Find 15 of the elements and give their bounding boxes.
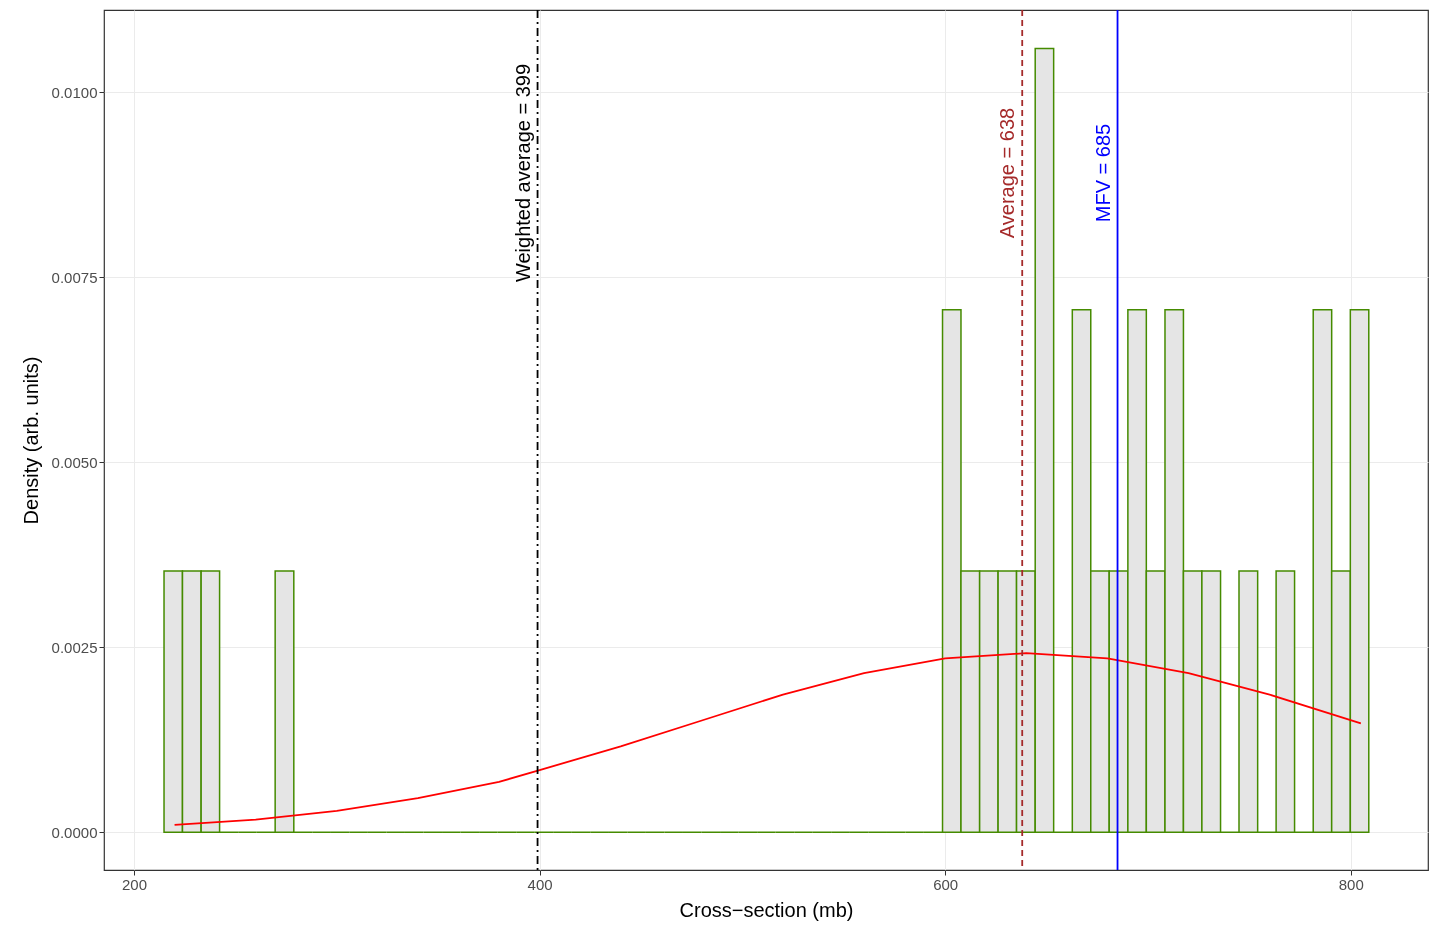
ref-line-label: MFV = 685	[1091, 123, 1114, 223]
y-tick-label: 0.0025	[51, 638, 98, 656]
x-tick-label: 400	[527, 875, 553, 893]
ref-line-label: Average = 638	[996, 107, 1019, 239]
ref-line-label: Weighted average = 399	[511, 63, 534, 283]
y-tick-label: 0.0075	[51, 268, 98, 286]
x-tick-label: 200	[122, 875, 148, 893]
y-tick-label: 0.0050	[51, 453, 98, 471]
y-tick-label: 0.0100	[51, 83, 98, 101]
x-tick-label: 600	[933, 875, 959, 893]
y-axis-title: Density (arb. units)	[19, 356, 42, 525]
x-axis-title: Cross−section (mb)	[679, 898, 854, 921]
y-tick-label: 0.0000	[51, 823, 98, 841]
x-tick-label: 800	[1338, 875, 1364, 893]
line-series	[173, 652, 1362, 826]
